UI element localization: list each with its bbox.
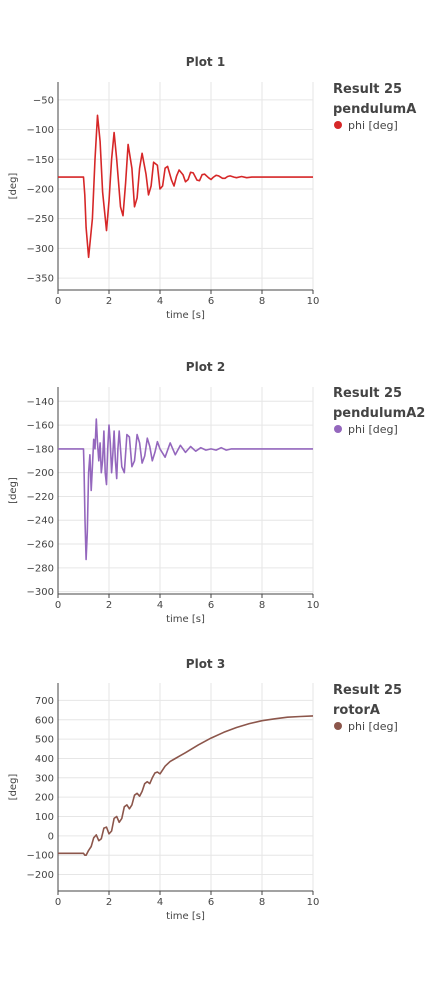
y-tick-label: −200: [27, 468, 54, 479]
plot-title: Plot 1: [186, 55, 225, 69]
y-axis-label: [deg]: [8, 774, 19, 801]
x-axis-label: time [s]: [166, 614, 205, 625]
x-tick-label: 2: [106, 600, 112, 611]
y-tick-label: 500: [35, 735, 54, 746]
y-axis-label: [deg]: [8, 477, 19, 504]
legend-marker[interactable]: [334, 722, 342, 730]
x-tick-label: 8: [259, 897, 265, 908]
legend-marker[interactable]: [334, 425, 342, 433]
y-axis-label: [deg]: [8, 173, 19, 200]
legend-title-line2: pendulumA: [333, 102, 416, 117]
y-tick-label: −200: [27, 870, 54, 881]
y-tick-label: −100: [27, 851, 54, 862]
x-tick-label: 4: [157, 600, 163, 611]
y-tick-label: −50: [33, 95, 54, 106]
plot-1: Plot 1 0 2 4 6 8 10 −50 −100 −150 −200 −250 −300 −350…: [8, 55, 416, 321]
y-tick-label: 100: [35, 812, 54, 823]
y-tick-label: −160: [27, 421, 54, 432]
series-line-1[interactable]: [58, 114, 313, 259]
x-tick-label: 6: [208, 897, 214, 908]
x-axis-label: time [s]: [166, 911, 205, 922]
series-line-1[interactable]: [58, 715, 314, 857]
legend-item-label[interactable]: phi [deg]: [348, 720, 398, 733]
x-tick-label: 0: [55, 600, 61, 611]
y-tick-label: 700: [35, 696, 54, 707]
y-tick-label: 400: [35, 754, 54, 765]
y-tick-label: −300: [27, 244, 54, 255]
y-tick-label: −350: [27, 274, 54, 285]
x-tick-label: 6: [208, 600, 214, 611]
legend-title-line1: Result 25: [333, 683, 402, 698]
plot-title: Plot 2: [186, 360, 225, 374]
y-tick-label: −300: [27, 587, 54, 598]
y-tick-label: −240: [27, 516, 54, 527]
legend-marker[interactable]: [334, 121, 342, 129]
legend-title-line2: pendulumA2: [333, 406, 425, 421]
x-tick-label: 2: [106, 897, 112, 908]
plot-3: Plot 3 0 2 4 6 8 10 700 600 500 400 300 200 100 0 −100 −…: [8, 657, 402, 922]
y-tick-label: −140: [27, 397, 54, 408]
y-tick-label: −250: [27, 214, 54, 225]
x-tick-label: 0: [55, 296, 61, 307]
plot-title: Plot 3: [186, 657, 225, 671]
y-tick-label: −220: [27, 492, 54, 503]
y-tick-label: 0: [48, 831, 54, 842]
y-tick-label: 200: [35, 793, 54, 804]
x-tick-label: 0: [55, 897, 61, 908]
x-tick-label: 6: [208, 296, 214, 307]
y-tick-label: −200: [27, 184, 54, 195]
legend-title-line2: rotorA: [333, 703, 380, 718]
y-tick-label: −260: [27, 540, 54, 551]
legend-item-label[interactable]: phi [deg]: [348, 119, 398, 132]
legend-title-line1: Result 25: [333, 82, 402, 97]
y-tick-label: 600: [35, 715, 54, 726]
x-tick-label: 2: [106, 296, 112, 307]
x-tick-label: 4: [157, 897, 163, 908]
y-tick-label: −180: [27, 444, 54, 455]
y-tick-label: −280: [27, 563, 54, 574]
legend-title-line1: Result 25: [333, 386, 402, 401]
x-tick-label: 8: [259, 296, 265, 307]
x-tick-label: 10: [307, 296, 320, 307]
x-tick-label: 8: [259, 600, 265, 611]
legend-item-label[interactable]: phi [deg]: [348, 423, 398, 436]
series-line-1[interactable]: [58, 418, 313, 561]
y-tick-label: −150: [27, 155, 54, 166]
x-tick-label: 10: [307, 600, 320, 611]
x-tick-label: 4: [157, 296, 163, 307]
plot-2: Plot 2 0 2 4 6 8 10 −140 −160 −180 −200 −220 −240 −26…: [8, 360, 425, 625]
x-tick-label: 10: [307, 897, 320, 908]
x-axis-label: time [s]: [166, 310, 205, 321]
y-tick-label: 300: [35, 773, 54, 784]
y-tick-label: −100: [27, 125, 54, 136]
